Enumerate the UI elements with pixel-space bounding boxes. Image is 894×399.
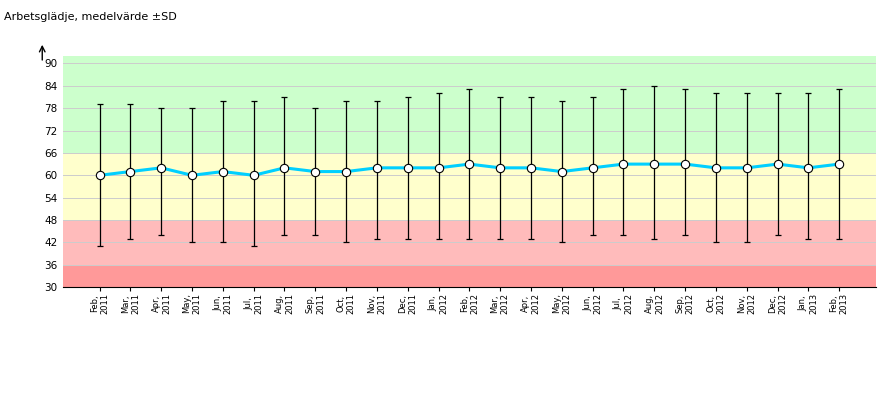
Bar [63,265,876,287]
Bar [63,153,876,220]
Text: Arbetsglädje, medelvärde ±SD: Arbetsglädje, medelvärde ±SD [4,12,177,22]
Bar [63,220,876,265]
Bar [63,56,876,153]
